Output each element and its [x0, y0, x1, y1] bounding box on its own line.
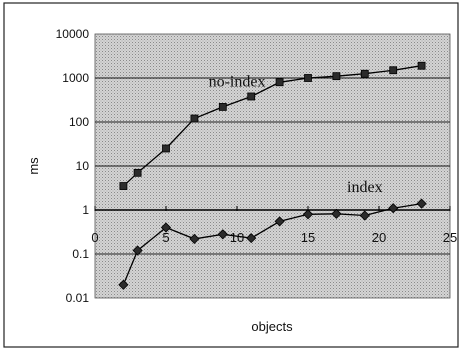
x-tick-label: 10 [230, 230, 244, 245]
series-line-no-index [122, 65, 422, 187]
data-point [118, 279, 129, 290]
y-tick-label: 100 [69, 115, 89, 129]
y-tick-label: 1 [82, 203, 89, 217]
y-tick-label: 10 [76, 159, 90, 173]
series-line-index [122, 202, 422, 286]
data-point [331, 208, 342, 219]
series-label: index [347, 179, 383, 196]
data-point [360, 69, 369, 78]
x-tick-label: 25 [443, 230, 457, 245]
data-point [217, 229, 228, 240]
data-point [332, 72, 341, 81]
x-axis-label: objects [251, 319, 293, 334]
x-tick-label: 0 [91, 230, 98, 245]
y-tick-label: 0.1 [72, 247, 89, 261]
data-point [359, 210, 370, 221]
data-point [304, 74, 312, 82]
data-point [160, 222, 172, 233]
data-point [416, 198, 427, 209]
data-point [190, 114, 199, 123]
data-point [275, 78, 284, 87]
data-point [162, 144, 170, 153]
data-point [218, 103, 227, 111]
data-point [119, 182, 128, 190]
x-tick-label: 5 [162, 230, 169, 245]
y-tick-label: 10000 [56, 27, 90, 41]
y-tick-label: 1000 [62, 71, 89, 85]
x-tick-label: 15 [301, 230, 315, 245]
data-point [133, 168, 142, 177]
y-axis-label: ms [26, 157, 41, 175]
data-point [247, 92, 256, 101]
data-point [189, 233, 200, 244]
data-point [132, 245, 143, 256]
data-point [246, 233, 257, 244]
y-tick-label: 0.01 [66, 291, 90, 305]
x-tick-label: 20 [372, 230, 386, 245]
data-point [389, 66, 398, 75]
series-label: no-index [209, 73, 266, 90]
data-point [302, 209, 314, 220]
data-point [388, 203, 399, 214]
data-point [274, 216, 285, 227]
data-point [417, 61, 426, 70]
